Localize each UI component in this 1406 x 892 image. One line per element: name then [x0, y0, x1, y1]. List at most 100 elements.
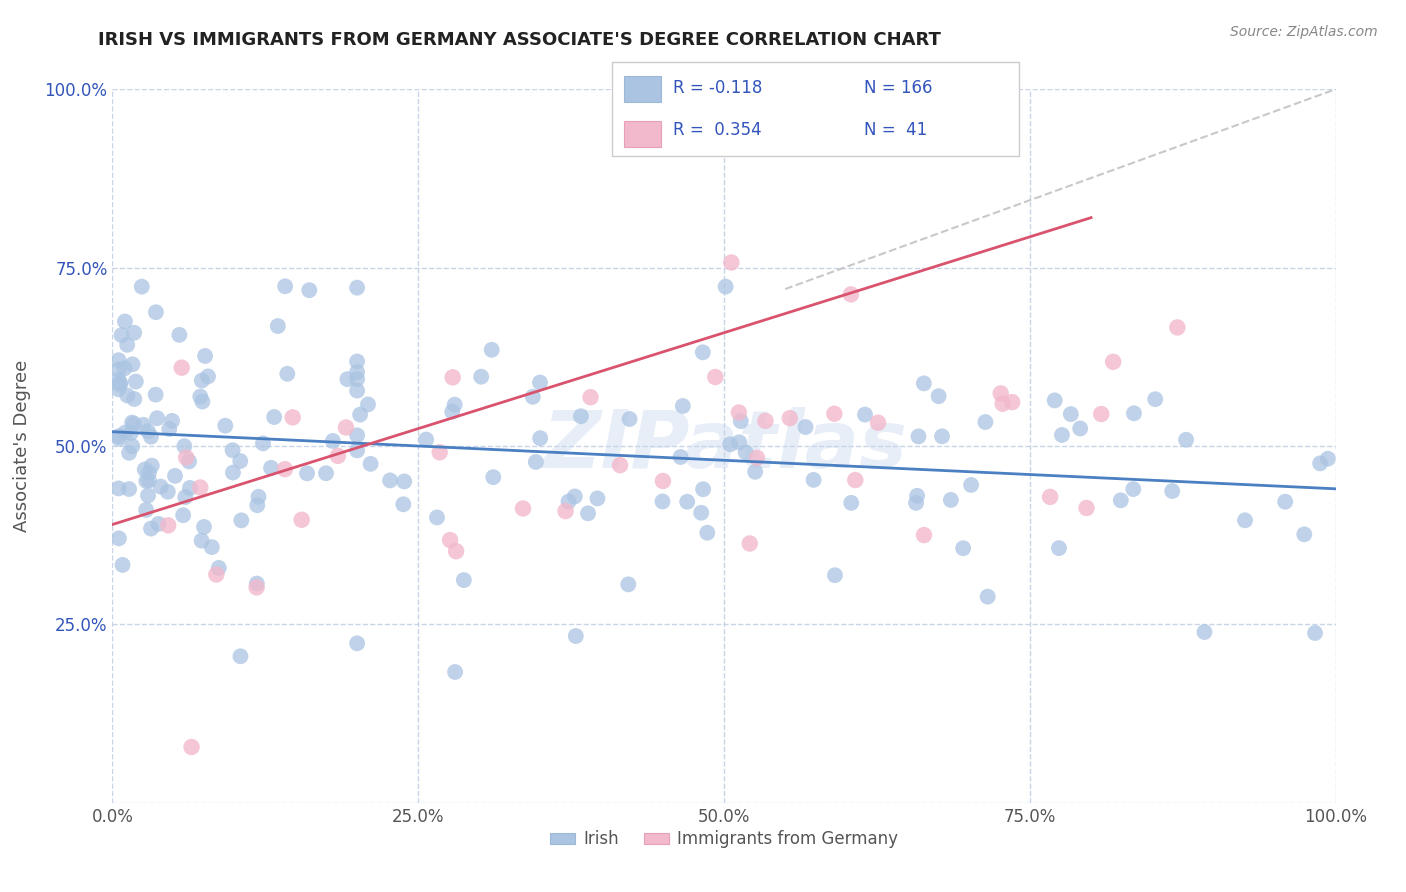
Point	[912, 376, 935, 391]
Point	[609, 458, 631, 472]
Point	[121, 439, 143, 453]
Point	[441, 405, 464, 419]
Point	[444, 665, 467, 679]
Point	[441, 370, 464, 384]
Point	[439, 533, 461, 547]
Point	[107, 429, 129, 443]
Point	[696, 525, 718, 540]
Point	[134, 462, 156, 476]
Point	[156, 484, 179, 499]
Point	[453, 573, 475, 587]
Point	[141, 458, 163, 473]
Point	[197, 369, 219, 384]
Point	[148, 516, 170, 531]
Point	[246, 576, 269, 591]
Point	[118, 446, 141, 460]
Point	[336, 372, 359, 386]
Text: R = -0.118: R = -0.118	[672, 78, 762, 96]
Point	[172, 508, 194, 523]
Point	[426, 510, 449, 524]
Point	[173, 439, 195, 453]
Point	[522, 390, 544, 404]
Point	[512, 501, 534, 516]
Point	[1001, 395, 1024, 409]
Point	[470, 369, 492, 384]
Point	[823, 407, 845, 421]
Point	[346, 384, 368, 398]
Point	[174, 450, 197, 465]
Point	[912, 528, 935, 542]
Point	[839, 287, 862, 301]
Point	[136, 488, 159, 502]
Point	[252, 436, 274, 450]
Point	[866, 416, 889, 430]
Point	[744, 465, 766, 479]
Point	[120, 425, 142, 440]
Point	[188, 481, 211, 495]
Point	[360, 457, 382, 471]
Point	[231, 513, 253, 527]
Point	[392, 497, 415, 511]
Point	[1122, 482, 1144, 496]
Point	[107, 373, 129, 387]
FancyBboxPatch shape	[612, 62, 1019, 156]
Point	[794, 420, 817, 434]
Point	[529, 431, 551, 445]
Text: Source: ZipAtlas.com: Source: ZipAtlas.com	[1230, 25, 1378, 39]
Point	[194, 349, 217, 363]
Point	[928, 389, 950, 403]
Point	[1166, 320, 1188, 334]
Point	[619, 412, 641, 426]
Point	[1309, 456, 1331, 470]
Point	[974, 415, 997, 429]
Point	[853, 408, 876, 422]
Point	[222, 466, 245, 480]
Point	[121, 416, 143, 430]
Point	[1050, 428, 1073, 442]
Point	[177, 454, 200, 468]
Y-axis label: Associate's Degree: Associate's Degree	[13, 359, 31, 533]
Point	[138, 466, 160, 480]
Point	[346, 354, 368, 368]
Point	[281, 410, 304, 425]
Point	[246, 498, 269, 512]
Point	[135, 474, 157, 488]
Point	[346, 372, 368, 386]
Point	[1316, 451, 1339, 466]
Text: IRISH VS IMMIGRANTS FROM GERMANY ASSOCIATE'S DEGREE CORRELATION CHART: IRISH VS IMMIGRANTS FROM GERMANY ASSOCIA…	[98, 31, 941, 49]
Point	[229, 454, 252, 468]
Point	[107, 482, 129, 496]
Point	[274, 462, 297, 476]
Point	[524, 455, 547, 469]
Text: N = 166: N = 166	[865, 78, 934, 96]
Point	[1090, 407, 1112, 421]
Text: N =  41: N = 41	[865, 121, 928, 139]
Point	[346, 428, 368, 442]
Point	[346, 280, 368, 294]
Point	[107, 382, 129, 396]
Point	[208, 561, 231, 575]
Point	[174, 490, 197, 504]
Point	[1076, 500, 1098, 515]
Point	[191, 374, 214, 388]
Point	[690, 506, 713, 520]
Point	[444, 544, 467, 558]
Point	[191, 394, 214, 409]
Point	[117, 388, 139, 402]
Point	[844, 473, 866, 487]
Point	[136, 424, 159, 438]
Point	[108, 376, 131, 390]
Point	[115, 338, 138, 352]
Point	[139, 430, 162, 444]
Point	[960, 478, 983, 492]
Point	[121, 357, 143, 371]
Point	[188, 390, 211, 404]
Point	[157, 518, 180, 533]
Point	[652, 474, 675, 488]
Legend: Irish, Immigrants from Germany: Irish, Immigrants from Germany	[543, 824, 905, 855]
Point	[482, 470, 505, 484]
Point	[734, 445, 756, 459]
Point	[132, 417, 155, 432]
Point	[728, 435, 751, 450]
Point	[672, 399, 695, 413]
